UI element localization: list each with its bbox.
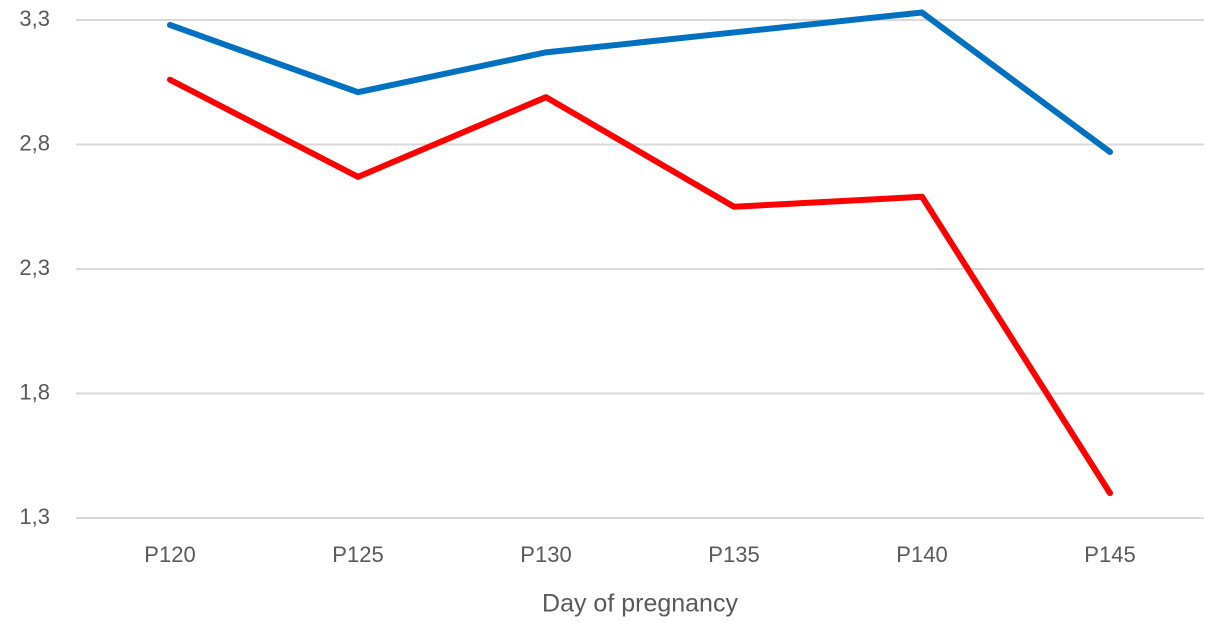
x-tick-label: P120 (144, 542, 195, 567)
y-tick-label: 1,8 (19, 379, 50, 404)
y-tick-label: 3,3 (19, 6, 50, 31)
x-axis-label: Day of pregnancy (542, 590, 738, 618)
x-tick-label: P140 (896, 542, 947, 567)
y-tick-label: 2,8 (19, 130, 50, 155)
line (167, 9, 1113, 155)
y-tick-label: 2,3 (19, 255, 50, 280)
x-tick-label: P130 (520, 542, 571, 567)
line (167, 76, 1113, 497)
x-tick-label: P145 (1084, 542, 1135, 567)
x-tick-label: P135 (708, 542, 759, 567)
x-tick-label: P125 (332, 542, 383, 567)
y-tick-label: 1,3 (19, 504, 50, 529)
